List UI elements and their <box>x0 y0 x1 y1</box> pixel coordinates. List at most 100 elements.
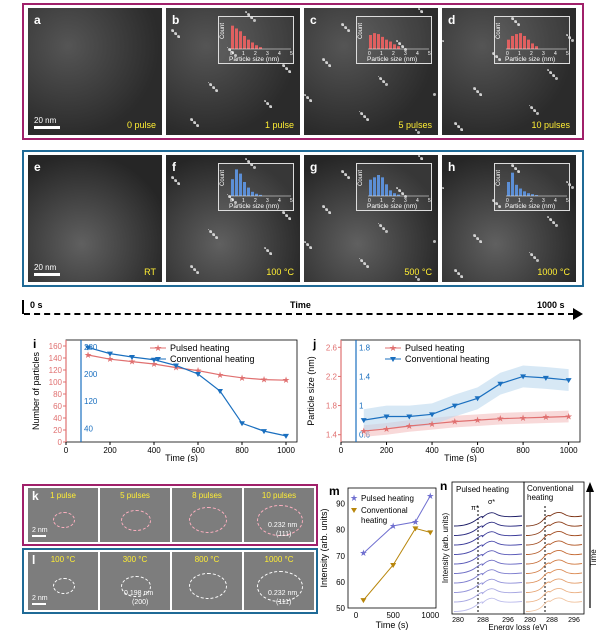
particle-dot <box>347 29 350 32</box>
y-tick-label: 160 <box>49 342 63 351</box>
histogram-xtick: 2 <box>530 51 533 57</box>
micrograph-c: c 5 pulses Count Particle size (nm) 0 1 2 3 4 5 <box>304 8 438 135</box>
histogram-bar <box>255 193 258 196</box>
particle-dot <box>533 256 536 259</box>
particle-dot <box>196 271 199 274</box>
x-tick-label: 1000 <box>277 446 295 455</box>
hrtem-frame-l <box>22 548 318 614</box>
particle-dot <box>514 167 517 170</box>
particle-dot <box>571 39 574 42</box>
series-point <box>542 375 549 381</box>
y-tick-label: 40 <box>53 414 62 423</box>
particle-dot <box>250 163 253 166</box>
particle-dot <box>215 89 218 92</box>
particle-dot <box>341 23 344 26</box>
particle-dot <box>379 224 382 227</box>
particle-dot <box>555 77 558 80</box>
error-band <box>363 410 569 437</box>
timeline-start-tick <box>22 300 24 314</box>
eels-spectrum-pulsed <box>453 550 523 565</box>
legend-label: Pulsed heating <box>361 494 414 503</box>
series-line <box>87 354 287 381</box>
series-point <box>360 598 367 604</box>
histogram-bar <box>373 33 376 49</box>
particle-dot <box>363 262 366 265</box>
histogram-xtick: 3 <box>542 51 545 57</box>
particle-dot <box>415 276 417 278</box>
particle-dot <box>328 64 331 67</box>
y2-tick-label: 1 <box>359 402 364 411</box>
particle-dot <box>359 258 360 259</box>
particle-dot <box>536 112 539 115</box>
micrograph-caption: 0 pulse <box>126 120 156 130</box>
y-tick-label: 60 <box>336 578 345 587</box>
histogram-bar <box>239 31 242 49</box>
series-point <box>565 378 572 384</box>
y-tick-label: 1.8 <box>326 402 338 411</box>
histogram-bar <box>251 191 254 196</box>
y-axis-label: Number of particles <box>31 351 41 430</box>
series-point <box>283 433 289 439</box>
histogram-bar <box>235 169 238 196</box>
timeline-label: Time <box>290 300 311 310</box>
histogram-xtick: 5 <box>290 198 293 204</box>
particle-dot <box>498 205 501 208</box>
histogram-xtick: 5 <box>428 51 431 57</box>
particle-dot <box>234 54 237 57</box>
particle-outline <box>53 512 75 528</box>
histogram-bar <box>377 34 380 49</box>
histogram-bar <box>377 175 380 196</box>
panel-label-h: h <box>448 160 456 174</box>
x-axis-label: Time (s) <box>165 453 198 462</box>
micrograph-g: g 500 °C Count Particle size (nm) 0 1 2 3 4 5 <box>304 155 438 282</box>
chart-m: 50 60 70 80 90 0 500 1000 Time (s) Intensity (arb… <box>319 487 440 630</box>
n-left-title: Pulsed heating <box>456 485 509 494</box>
series-point <box>383 414 390 420</box>
n-right-title: Conventional <box>527 484 574 493</box>
particle-dot <box>306 96 309 99</box>
series-point <box>406 414 413 420</box>
histogram-bar <box>235 28 238 49</box>
particle-dot <box>404 48 407 51</box>
particle-dot <box>511 17 514 20</box>
particle-dot <box>171 176 174 179</box>
particle-dot <box>282 211 285 214</box>
series-point: ★ <box>150 359 158 369</box>
series-point <box>85 345 91 351</box>
legend-label: Conventional <box>361 506 408 515</box>
panel-label-d: d <box>448 13 456 27</box>
lattice-plane-label: (111) <box>276 531 292 538</box>
scale-bar-label: 2 nm <box>32 595 48 602</box>
particle-dot <box>269 105 272 108</box>
hrtem-image: 1000 °C 0.232 nm (111) <box>244 552 314 610</box>
particle-dot <box>511 164 514 167</box>
particle-dot <box>171 29 174 32</box>
hrtem-image: 5 pulses <box>100 488 170 542</box>
histogram-xtick: 0 <box>368 51 371 57</box>
x-tick-label: 200 <box>103 446 117 455</box>
particle-dot <box>479 93 482 96</box>
series-point: ★ <box>216 370 224 380</box>
particle-dot <box>396 187 398 189</box>
particle-dot <box>253 166 256 169</box>
histogram-bar <box>231 25 234 49</box>
particle-dot <box>193 268 196 271</box>
particle-dot <box>231 198 234 201</box>
series-point: ★ <box>411 517 419 527</box>
histogram-xtick: 2 <box>392 51 395 57</box>
particle-dot <box>492 52 495 55</box>
series-point <box>427 530 434 536</box>
y-tick-label: 2.6 <box>326 343 338 352</box>
particle-dot <box>174 32 177 35</box>
histogram-xtick: 4 <box>278 198 281 204</box>
particle-dot <box>328 211 331 214</box>
n-x-tick: 280 <box>452 617 464 624</box>
micrograph-h: h 1000 °C Count Particle size (nm) 0 1 2 3 4 5 <box>442 155 576 282</box>
scale-bar <box>34 126 60 129</box>
legend-label: Pulsed heating <box>170 343 230 353</box>
particle-outline <box>121 509 151 531</box>
particle-dot <box>555 224 558 227</box>
timeline: 0 s Time 1000 s <box>22 300 587 320</box>
histogram-bar <box>507 39 510 49</box>
particle-dot <box>378 76 379 77</box>
